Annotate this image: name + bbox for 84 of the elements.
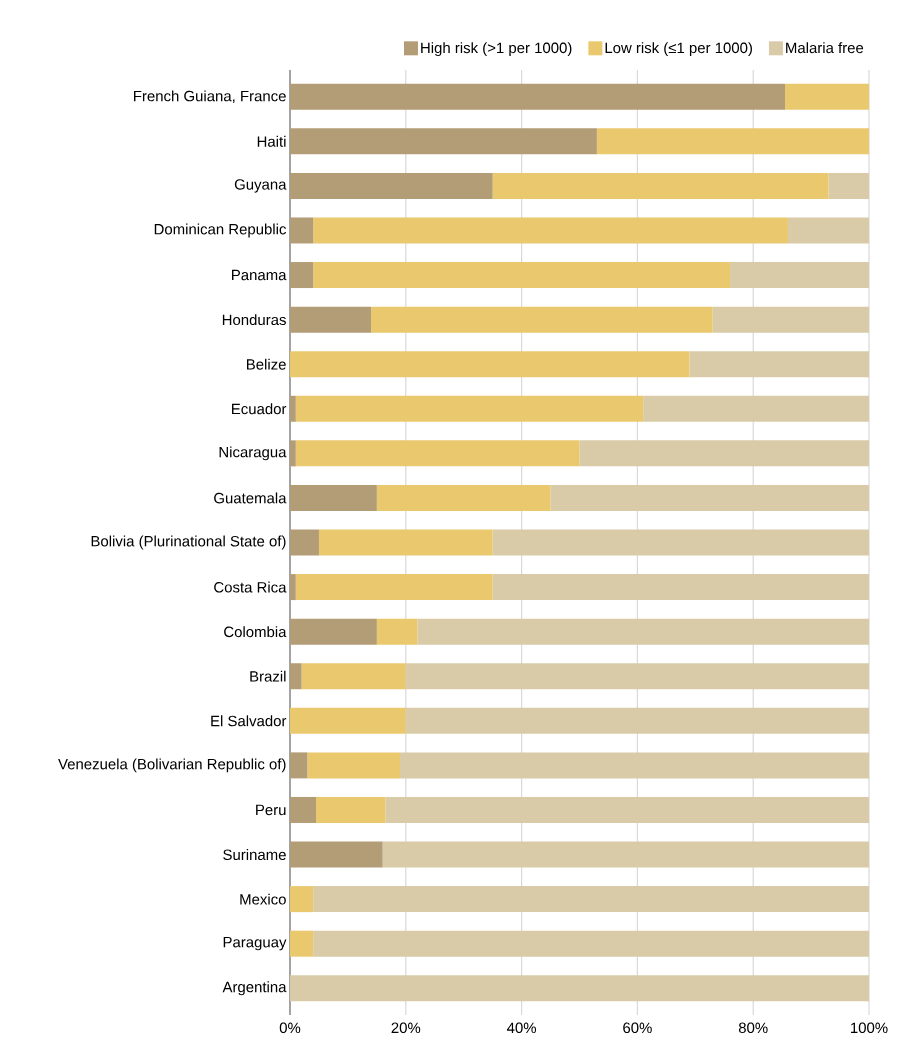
bar [712,306,870,333]
bar [405,663,870,690]
bar [400,752,870,779]
y-tick-label: Guyana [234,179,287,193]
y-tick-label: Suriname [223,849,286,861]
y-tick-label: Brazil [250,670,286,682]
bar [290,440,296,467]
y-tick-label: Bolivia (Plurinational State of) [91,535,286,550]
legend-label: Low risk (≤1 per 1000) [605,42,752,57]
bar [290,262,314,289]
bar [290,752,308,779]
bar [785,83,870,110]
y-tick-label: Belize [247,358,286,370]
bar [371,306,713,333]
bar [318,529,493,556]
y-tick-label: Honduras [222,314,286,326]
bar [730,262,870,289]
x-tick-label: 20% [391,1022,421,1034]
bar [290,484,377,511]
bar [313,262,731,289]
bar [307,752,401,779]
bar [313,930,870,957]
bar [828,172,870,199]
legend-label: Malaria free [786,42,864,54]
bar [301,663,406,690]
bar [405,707,870,734]
bar [579,440,870,467]
y-tick-label: Venezuela (Bolivarian Republic of) [58,758,286,773]
bar [290,663,302,690]
bar [290,128,597,155]
bar [492,529,870,556]
bar [290,841,383,868]
bar [290,395,296,422]
bar [385,796,870,823]
legend-label: High risk (>1 per 1000) [421,42,572,57]
x-tick-label: 100% [851,1022,888,1034]
bar [295,440,580,467]
bar [290,217,314,244]
bar [313,886,870,913]
y-tick-label: Mexico [240,893,286,905]
bar [290,83,786,110]
bar [492,574,870,601]
bar [290,529,319,556]
bar [290,796,317,823]
bar [290,306,372,333]
bar [643,395,870,422]
y-tick-label: French Guiana, France [134,90,286,104]
y-tick-label: Paraguay [223,937,287,951]
y-tick-label: Guatemala [214,492,287,504]
bar [290,574,296,601]
y-tick-label: Peru [256,804,286,816]
bar [295,574,493,601]
bar [295,395,644,422]
y-tick-label: Colombia [224,626,287,638]
y-tick-label: Nicaragua [219,446,287,461]
bar [492,172,829,199]
bar [290,172,493,199]
y-tick-label: Panama [232,269,287,281]
bar [290,707,406,734]
x-tick-label: 60% [623,1022,652,1034]
x-tick-label: 40% [506,1022,537,1034]
y-tick-label: Ecuador [232,403,287,415]
bar [596,128,870,155]
y-tick-label: Costa Rica [214,581,287,593]
bar [290,886,314,913]
bar [290,930,314,957]
x-tick-label: 0% [279,1022,301,1034]
bar [313,217,788,244]
bar [376,618,418,645]
y-tick-label: Dominican Republic [154,223,287,238]
bar [290,351,690,378]
bar [376,484,551,511]
bar [417,618,870,645]
x-tick-label: 80% [738,1022,768,1034]
bar [689,351,870,378]
bar [550,484,870,511]
bar [316,796,386,823]
y-tick-label: Haiti [257,135,286,147]
y-tick-label: Argentina [222,981,287,996]
y-tick-label: El Salvador [211,715,287,727]
bar [382,841,870,868]
bar [290,618,377,645]
bar [290,975,870,1002]
bar [787,217,870,244]
